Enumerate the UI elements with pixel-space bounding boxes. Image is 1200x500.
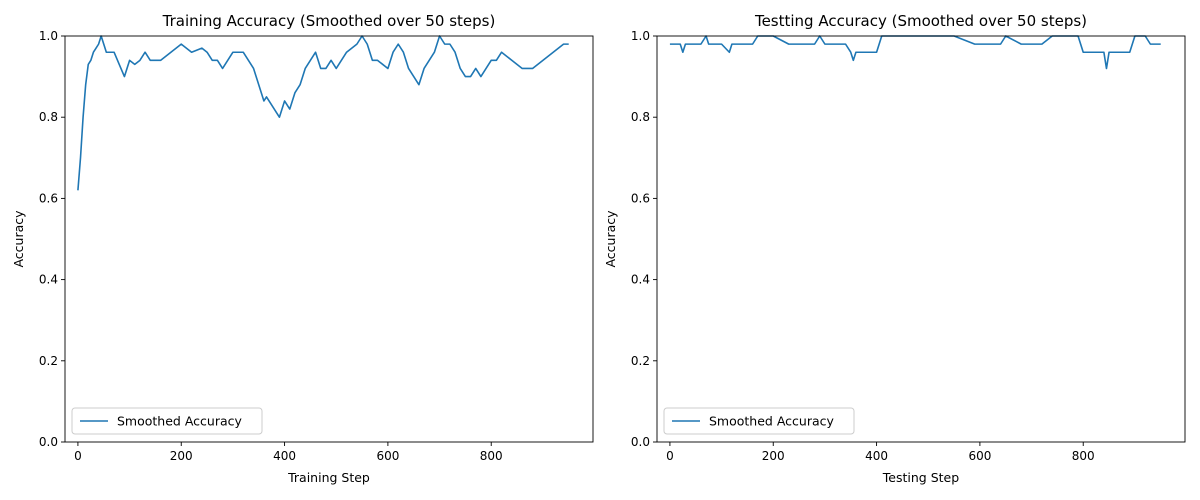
y-tick-label: 0.8 — [631, 110, 650, 124]
legend-label: Smoothed Accuracy — [709, 414, 834, 429]
y-tick-label: 1.0 — [631, 29, 650, 43]
series-line-1 — [669, 35, 1161, 70]
x-axis-label: Training Step — [287, 470, 370, 485]
x-tick-label: 400 — [273, 449, 296, 463]
series-line-1 — [77, 35, 569, 191]
y-axis-label: Accuracy — [11, 210, 26, 268]
plot-area-frame — [64, 35, 594, 443]
chart-title: Training Accuracy (Smoothed over 50 step… — [162, 12, 496, 30]
y-tick-label: 0.0 — [39, 435, 58, 449]
y-axis-label: Accuracy — [603, 210, 618, 268]
x-tick-label: 600 — [376, 449, 399, 463]
x-tick-label: 400 — [865, 449, 888, 463]
y-tick-label: 0.4 — [39, 273, 58, 287]
x-tick-label: 0 — [666, 449, 674, 463]
y-tick-label: 0.6 — [631, 191, 650, 205]
y-tick-label: 0.6 — [39, 191, 58, 205]
x-tick-label: 800 — [1072, 449, 1095, 463]
y-tick-label: 0.4 — [631, 273, 650, 287]
x-tick-label: 200 — [170, 449, 193, 463]
x-axis-label: Testing Step — [882, 470, 959, 485]
plot-area-frame — [656, 35, 1186, 443]
chart-panel-2: 0 200 400 600 800 0.0 0.2 0.4 0.6 0.8 1.0 Testting … — [603, 12, 1186, 485]
legend-box — [663, 407, 855, 435]
y-tick-label: 0.2 — [631, 354, 650, 368]
y-tick-label: 0.8 — [39, 110, 58, 124]
x-tick-label: 600 — [968, 449, 991, 463]
x-tick-label: 800 — [480, 449, 503, 463]
legend-box — [71, 407, 263, 435]
legend: Smoothed Accuracy — [663, 407, 855, 435]
y-tick-label: 1.0 — [39, 29, 58, 43]
legend: Smoothed Accuracy — [71, 407, 263, 435]
x-tick-label: 0 — [74, 449, 82, 463]
y-tick-label: 0.0 — [631, 435, 650, 449]
chart-title: Testting Accuracy (Smoothed over 50 step… — [754, 12, 1087, 30]
y-tick-label: 0.2 — [39, 354, 58, 368]
chart-panel-1: 0 200 400 600 800 0.0 0.2 0.4 0.6 0.8 1.0 Training … — [11, 12, 594, 485]
legend-label: Smoothed Accuracy — [117, 414, 242, 429]
x-tick-label: 200 — [762, 449, 785, 463]
